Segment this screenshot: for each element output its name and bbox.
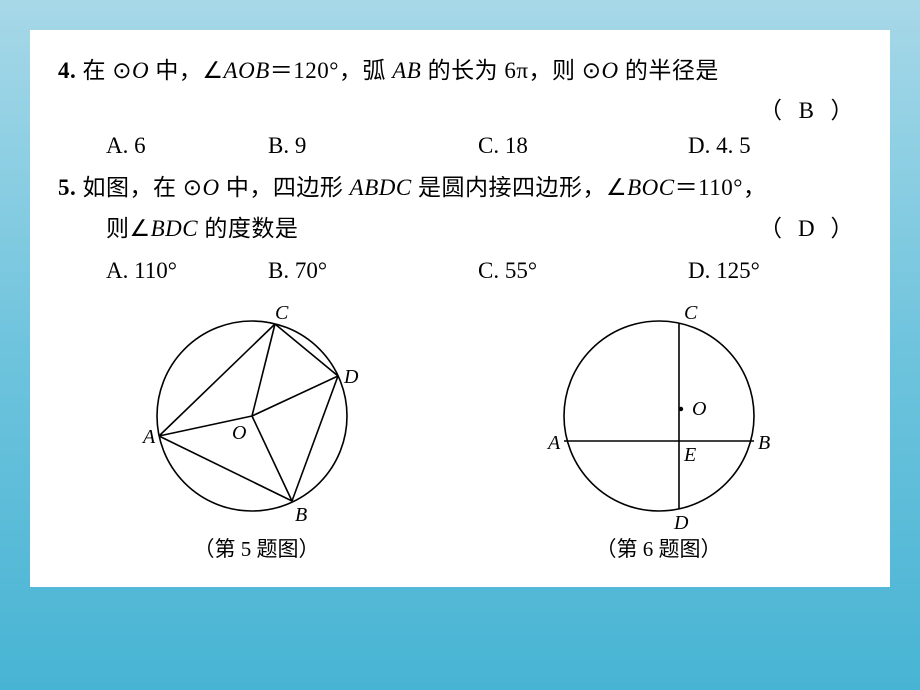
q5-choice-C: C. 55°: [478, 250, 688, 291]
fig6-svg: A B C D O E: [524, 301, 794, 531]
q4-choice-D: D. 4. 5: [688, 125, 751, 166]
svg-text:E: E: [683, 444, 696, 466]
fig6-caption: （第 6 题图）: [524, 533, 794, 563]
svg-text:B: B: [295, 504, 307, 526]
svg-text:C: C: [275, 302, 289, 324]
q4-answer-row: （B）: [58, 91, 862, 125]
q4-stem: 4. 在 ⊙O 中，∠AOB＝120°，弧 AB 的长为 6π，则 ⊙O 的半径…: [58, 50, 862, 91]
svg-text:A: A: [546, 432, 561, 454]
q5-answer: （D）: [759, 208, 862, 249]
fig5-caption: （第 5 题图）: [127, 533, 387, 563]
q5-choices: A. 110° B. 70° C. 55° D. 125°: [58, 250, 862, 291]
q5-stem-line2: 则∠BDC 的度数是 （D）: [58, 208, 862, 249]
q5-number: 5.: [58, 175, 76, 200]
q4-choices: A. 6 B. 9 C. 18 D. 4. 5: [58, 125, 862, 166]
q5-choice-D: D. 125°: [688, 250, 760, 291]
svg-text:C: C: [684, 302, 698, 324]
q5-choice-A: A. 110°: [58, 250, 268, 291]
q5-choice-B: B. 70°: [268, 250, 478, 291]
svg-text:B: B: [758, 432, 770, 454]
q4-choice-B: B. 9: [268, 125, 478, 166]
svg-text:O: O: [692, 398, 706, 420]
fig5-wrap: A B C D O （第 5 题图）: [127, 301, 387, 563]
q4-number: 4.: [58, 58, 76, 83]
fig5-svg: A B C D O: [127, 301, 387, 531]
q4-answer: （B）: [759, 91, 854, 125]
exam-page: 4. 在 ⊙O 中，∠AOB＝120°，弧 AB 的长为 6π，则 ⊙O 的半径…: [30, 30, 890, 587]
q5-stem-line1: 5. 如图，在 ⊙O 中，四边形 ABDC 是圆内接四边形，∠BOC＝110°，: [58, 167, 862, 208]
fig6-wrap: A B C D O E （第 6 题图）: [524, 301, 794, 563]
q4-choice-C: C. 18: [478, 125, 688, 166]
svg-text:D: D: [673, 512, 689, 531]
figures-row: A B C D O （第 5 题图） A B C D O E （第 6 题图）: [58, 301, 862, 563]
q4-choice-A: A. 6: [58, 125, 268, 166]
svg-text:A: A: [141, 426, 156, 448]
svg-text:O: O: [232, 422, 246, 444]
svg-text:D: D: [343, 366, 359, 388]
